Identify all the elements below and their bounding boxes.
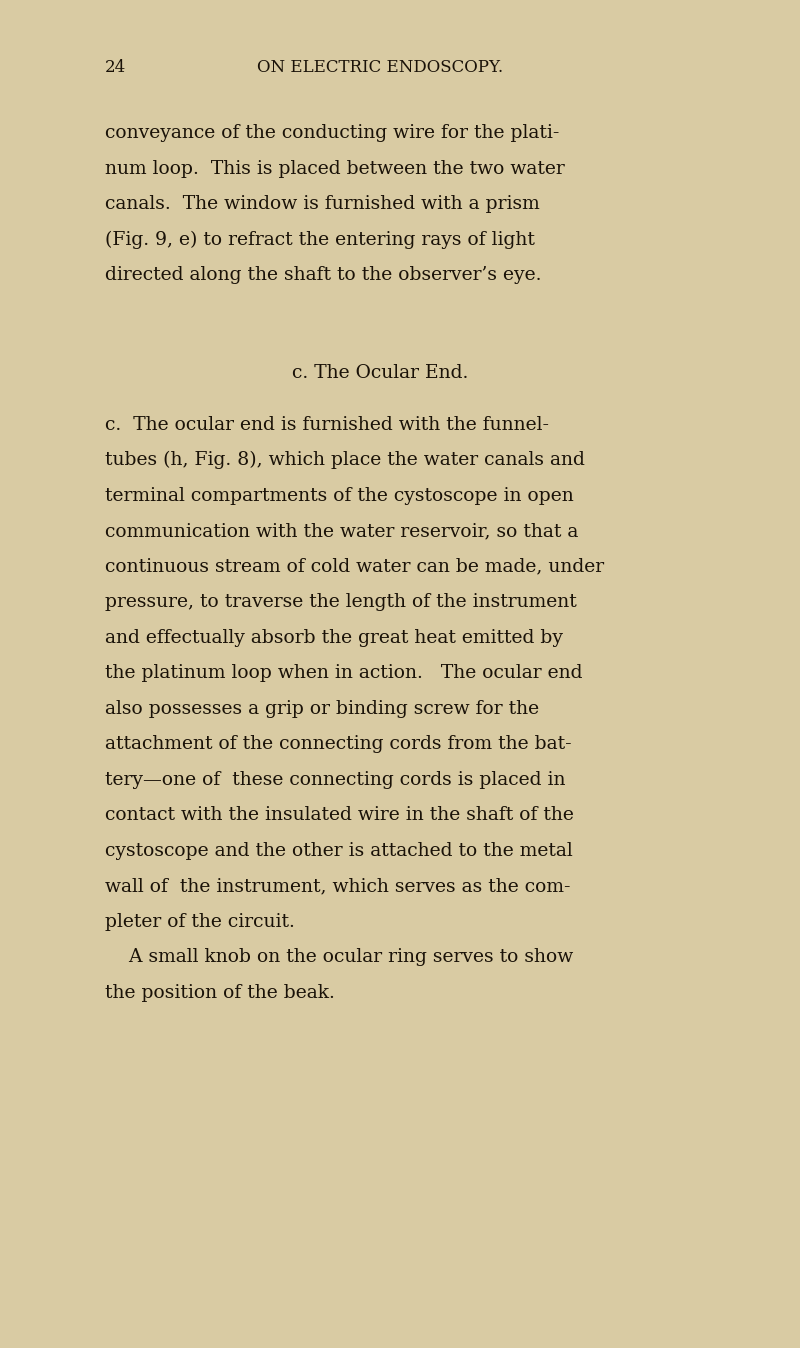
Text: and effectually absorb the great heat emitted by: and effectually absorb the great heat em… bbox=[105, 628, 563, 647]
Text: communication with the water reservoir, so that a: communication with the water reservoir, … bbox=[105, 522, 578, 541]
Text: pleter of the circuit.: pleter of the circuit. bbox=[105, 913, 295, 930]
Text: tubes (h, Fig. 8), which place the water canals and: tubes (h, Fig. 8), which place the water… bbox=[105, 450, 585, 469]
Text: cystoscope and the other is attached to the metal: cystoscope and the other is attached to … bbox=[105, 841, 573, 860]
Text: 24: 24 bbox=[105, 59, 126, 75]
Text: tery—one of  these connecting cords is placed in: tery—one of these connecting cords is pl… bbox=[105, 771, 566, 789]
Text: terminal compartments of the cystoscope in open: terminal compartments of the cystoscope … bbox=[105, 487, 574, 504]
Text: also possesses a grip or binding screw for the: also possesses a grip or binding screw f… bbox=[105, 700, 539, 717]
Text: continuous stream of cold water can be made, under: continuous stream of cold water can be m… bbox=[105, 558, 604, 576]
Text: c.  The ocular end is furnished with the funnel-: c. The ocular end is furnished with the … bbox=[105, 415, 549, 434]
Text: the platinum loop when in action.   The ocular end: the platinum loop when in action. The oc… bbox=[105, 665, 582, 682]
Text: canals.  The window is furnished with a prism: canals. The window is furnished with a p… bbox=[105, 195, 540, 213]
Text: A small knob on the ocular ring serves to show: A small knob on the ocular ring serves t… bbox=[105, 948, 574, 967]
Text: c. The Ocular End.: c. The Ocular End. bbox=[292, 364, 468, 381]
Text: (Fig. 9, e) to refract the entering rays of light: (Fig. 9, e) to refract the entering rays… bbox=[105, 231, 535, 248]
Text: contact with the insulated wire in the shaft of the: contact with the insulated wire in the s… bbox=[105, 806, 574, 824]
Text: directed along the shaft to the observer’s eye.: directed along the shaft to the observer… bbox=[105, 266, 542, 284]
Text: attachment of the connecting cords from the bat-: attachment of the connecting cords from … bbox=[105, 735, 572, 754]
Text: pressure, to traverse the length of the instrument: pressure, to traverse the length of the … bbox=[105, 593, 577, 611]
Text: conveyance of the conducting wire for the plati-: conveyance of the conducting wire for th… bbox=[105, 124, 559, 142]
Text: num loop.  This is placed between the two water: num loop. This is placed between the two… bbox=[105, 159, 565, 178]
Text: wall of  the instrument, which serves as the com-: wall of the instrument, which serves as … bbox=[105, 878, 570, 895]
Text: the position of the beak.: the position of the beak. bbox=[105, 984, 335, 1002]
Text: ON ELECTRIC ENDOSCOPY.: ON ELECTRIC ENDOSCOPY. bbox=[257, 59, 503, 75]
